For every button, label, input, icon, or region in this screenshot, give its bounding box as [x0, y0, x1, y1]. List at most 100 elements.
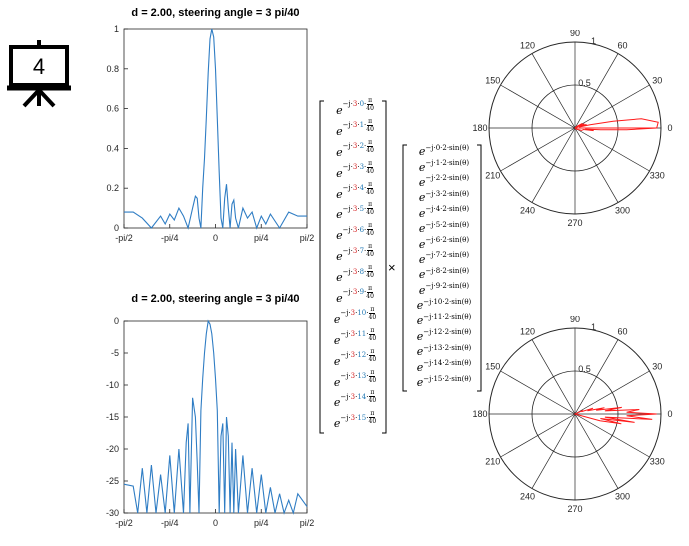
fraction-denominator: 40	[368, 397, 377, 405]
polar-angle-label: 270	[567, 218, 582, 228]
polar-radius-label: 0.5	[578, 364, 591, 374]
exponent-dot: ·	[357, 142, 360, 151]
polar-angle-label: 300	[615, 205, 630, 215]
steering-entry: e −j· 3 · 10 · π 40	[326, 306, 384, 330]
exponent-element-index: 13	[357, 372, 367, 381]
steering-entry: e −j· 3 · 6 · π 40	[326, 222, 384, 246]
polar-angle-label: 180	[472, 123, 487, 133]
exponent-steering-multiplier: 3	[352, 121, 358, 130]
exponent-fraction: π 40	[366, 222, 374, 237]
exponent-dot: ·	[355, 392, 358, 401]
presentation-board-icon-graphic	[7, 40, 71, 108]
exponent: −j· 3 · 5 · π 40	[343, 201, 374, 216]
exponent-base: e	[418, 222, 426, 236]
exponent-fraction: π 40	[366, 285, 374, 300]
array-factor-db-plot: d = 2.00, steering angle = 3 pi/40 -30 -25…	[106, 293, 314, 528]
fraction-denominator: 40	[366, 292, 374, 300]
exponent-element-index: 4	[359, 184, 365, 192]
exponent-steering-multiplier: 3	[350, 372, 356, 381]
fraction-numerator: π	[367, 138, 374, 147]
exponent-base: e	[416, 329, 424, 343]
polar-spoke	[574, 84, 650, 129]
exponent: −j· 3 · 7 · π 40	[343, 243, 374, 258]
polar-pattern-bottom: 0 30 60 90 120 150 180 210 240 270 300 330 0.5 1	[472, 316, 672, 514]
spatial-entry: e −j·0·2·sin(θ)	[407, 144, 481, 159]
exponent-steering-multiplier: 3	[352, 142, 358, 151]
exponent-prefix: −j·	[340, 330, 351, 339]
steering-entry: e −j· 3 · 4 · π 40	[326, 181, 384, 205]
exponent-dot: ·	[364, 142, 367, 151]
exponent-base: e	[333, 333, 341, 347]
fraction-numerator: π	[369, 368, 376, 377]
chart-title: d = 2.00, steering angle = 3 pi/40	[131, 293, 299, 305]
fraction-denominator: 40	[368, 313, 377, 321]
exponent-element-index: 14	[357, 392, 367, 401]
fraction-denominator: 40	[368, 376, 377, 384]
exponent-dot: ·	[366, 309, 369, 318]
exponent-steering-multiplier: 3	[350, 309, 356, 318]
fraction-denominator: 40	[366, 251, 374, 259]
exponent-steering-multiplier: 3	[352, 246, 358, 255]
spatial-entry: e −j·2·2·sin(θ)	[407, 174, 481, 190]
spatial-entry: e −j·14·2·sin(θ)	[407, 359, 481, 374]
x-tick-label: -pi/2	[115, 233, 133, 243]
spatial-entry: e −j·9·2·sin(θ)	[407, 282, 481, 298]
y-tick-label: -30	[106, 508, 119, 518]
exponent-prefix: −j·	[342, 225, 353, 234]
exponent: −j· 3 · 10 · π 40	[340, 306, 376, 321]
spatial-entry: e −j·6·2·sin(θ)	[407, 236, 481, 251]
fraction-denominator: 40	[366, 104, 374, 112]
polar-angle-label: 270	[567, 504, 582, 514]
exponent-base: e	[416, 360, 424, 374]
polar-pattern-top: 0 30 60 90 120 150 180 210 240 270 300 330 0.5 1	[472, 30, 672, 228]
spatial-entry: e −j·12·2·sin(θ)	[407, 328, 481, 344]
slide-number: 4	[32, 54, 46, 79]
y-tick-label: -20	[106, 444, 119, 454]
exponent-base: e	[333, 375, 341, 389]
fraction-numerator: π	[367, 222, 374, 231]
exponent: −j· 3 · 1 · π 40	[343, 118, 374, 133]
exponent-fraction: π 40	[366, 97, 374, 112]
y-tick-label: -5	[111, 348, 119, 358]
exponent-prefix: −j·	[342, 100, 353, 109]
exponent-base: e	[416, 345, 424, 359]
exponent-fraction: π 40	[366, 181, 374, 196]
exponent-base: e	[336, 103, 343, 117]
exponent: −j·2·2·sin(θ)	[425, 174, 470, 183]
polar-angle-label: 90	[570, 30, 580, 38]
steering-entry: e −j· 3 · 14 · π 40	[326, 389, 384, 413]
fraction-denominator: 40	[366, 209, 374, 217]
fraction-numerator: π	[367, 201, 374, 210]
exponent-dot: ·	[364, 267, 367, 276]
exponent-base: e	[418, 145, 426, 159]
exponent-base: e	[418, 283, 426, 297]
steering-entry: e −j· 3 · 5 · π 40	[326, 201, 384, 225]
exponent-dot: ·	[355, 330, 358, 339]
fraction-numerator: π	[369, 347, 376, 356]
exponent-base: e	[418, 160, 426, 174]
polar-angle-label: 30	[652, 362, 662, 372]
steering-entry: e −j· 3 · 15 · π 40	[326, 410, 384, 434]
exponent: −j·1·2·sin(θ)	[425, 159, 470, 168]
exponent-base: e	[416, 314, 424, 328]
polar-angle-label: 240	[520, 205, 535, 215]
exponent-base: e	[418, 252, 426, 266]
exponent: −j·5·2·sin(θ)	[425, 220, 470, 229]
polar-angle-label: 150	[485, 76, 500, 86]
exponent-base: e	[336, 271, 343, 285]
exponent-dot: ·	[366, 372, 369, 381]
fraction-denominator: 40	[366, 188, 374, 196]
exponent-element-index: 7	[359, 246, 365, 255]
exponent-base: e	[418, 206, 426, 220]
exponent-base: e	[333, 312, 341, 326]
exponent: −j· 3 · 4 · π 40	[343, 181, 374, 196]
polar-spoke	[500, 127, 576, 172]
exponent-dot: ·	[364, 288, 367, 297]
steering-entry: e −j· 3 · 2 · π 40	[326, 138, 384, 163]
exponent-fraction: π 40	[369, 348, 377, 363]
exponent-element-index: 9	[359, 288, 365, 297]
exponent-prefix: −j·	[340, 372, 351, 381]
exponent: −j·4·2·sin(θ)	[425, 205, 470, 214]
exponent: −j· 3 · 3 · π 40	[343, 160, 374, 175]
fraction-denominator: 40	[368, 355, 377, 363]
